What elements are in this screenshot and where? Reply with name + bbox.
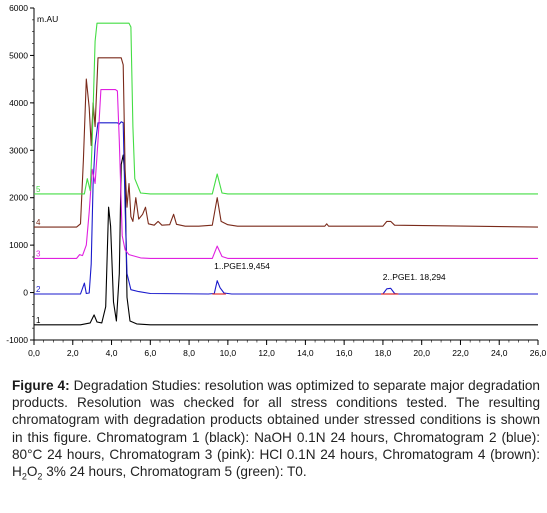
x-tick-label: 12,0 xyxy=(258,348,275,358)
chart-svg: -1000 0 1000 2000 3000 4000 5000 6000 0,0 2,0 4,0 6… xyxy=(6,3,547,358)
subscript-2a: 2 xyxy=(21,471,27,482)
y-tick-label: 4000 xyxy=(9,98,28,108)
x-tick-label: 18,0 xyxy=(375,348,392,358)
series-number-label: 2 xyxy=(36,285,41,294)
y-tick-label: 2000 xyxy=(9,193,28,203)
caption-line-6a: 3 (pink): HCl 0.1N 24 hours, Chromatogra… xyxy=(12,446,540,480)
y-tick-label: 5000 xyxy=(9,50,28,60)
caption-line-2: degradation products. Resolution was che… xyxy=(12,378,540,411)
subscript-2b: 2 xyxy=(37,471,43,482)
peak-annotation: 1..PGE1.9,454 xyxy=(214,261,270,271)
y-axis-label: m.AU xyxy=(37,14,58,24)
caption-line-1: Degradation Studies: resolution was opti… xyxy=(73,378,465,393)
y-tick-label: 6000 xyxy=(9,3,28,13)
x-tick-label: 4,0 xyxy=(106,348,118,358)
series-line-1 xyxy=(34,154,538,326)
x-tick-label: 0,0 xyxy=(28,348,40,358)
series-number-label: 5 xyxy=(36,185,41,194)
series-line-2 xyxy=(34,121,538,295)
x-tick-label: 6,0 xyxy=(144,348,156,358)
caption-line-5: NaOH 0.1N 24 hours, Chromatogram 2 (blue… xyxy=(12,429,541,462)
y-tick-label: -1000 xyxy=(6,335,28,345)
series-line-3 xyxy=(34,89,538,259)
y-tick-label: 0 xyxy=(23,288,28,298)
x-tick-label: 14,0 xyxy=(297,348,314,358)
x-tick-label: 10,0 xyxy=(220,348,237,358)
caption-line-6c: 3% 24 hours, xyxy=(42,464,127,480)
caption-line-4: under stressed conditions is shown in th… xyxy=(12,412,540,445)
caption-line-7: Chromatogram 5 (green): T0. xyxy=(130,464,307,480)
x-tick-label: 8,0 xyxy=(183,348,195,358)
series-number-label: 1 xyxy=(36,316,41,325)
series-number-label: 3 xyxy=(36,249,41,258)
caption-line-6b: O xyxy=(26,464,38,480)
x-tick-label: 26,0 xyxy=(530,348,547,358)
x-tick-label: 20,0 xyxy=(413,348,430,358)
series-line-5 xyxy=(34,22,538,195)
x-tick-label: 2,0 xyxy=(67,348,79,358)
figure-label: Figure 4: xyxy=(12,378,70,393)
peak-annotation: 2..PGE1. 18,294 xyxy=(383,272,446,282)
y-tick-label: 1000 xyxy=(9,240,28,250)
chromatogram-chart: -1000 0 1000 2000 3000 4000 5000 6000 0,0 2,0 4,0 6… xyxy=(6,3,547,358)
x-tick-label: 24,0 xyxy=(491,348,508,358)
x-tick-label: 16,0 xyxy=(336,348,353,358)
x-tick-label: 22,0 xyxy=(452,348,469,358)
figure-caption: Figure 4: Degradation Studies: resolutio… xyxy=(12,377,540,486)
caption-line-3: tested. The resulting chromatogram with … xyxy=(12,395,540,428)
y-tick-label: 3000 xyxy=(9,145,28,155)
series-number-label: 4 xyxy=(36,218,41,227)
series-line-4 xyxy=(34,57,539,228)
